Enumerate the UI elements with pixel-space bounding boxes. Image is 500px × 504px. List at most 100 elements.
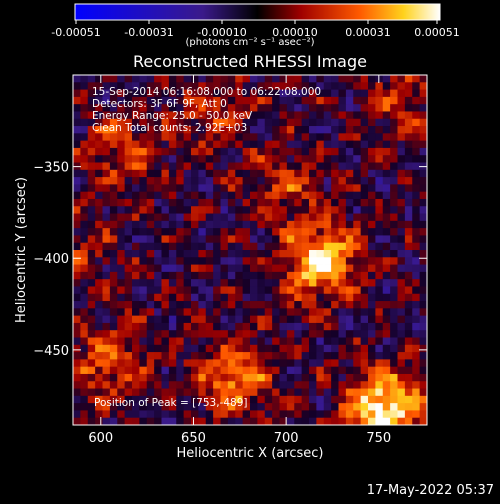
heatmap-cell xyxy=(390,337,398,346)
heatmap-cell xyxy=(264,96,273,105)
heatmap-cell xyxy=(264,337,273,346)
heatmap-cell xyxy=(191,322,199,331)
heatmap-cell xyxy=(264,264,273,273)
heatmap-cell xyxy=(309,395,317,404)
heatmap-cell xyxy=(73,344,81,353)
heatmap-cell xyxy=(198,337,207,346)
heatmap-cell xyxy=(168,82,177,90)
heatmap-cell xyxy=(272,198,280,207)
heatmap-cell xyxy=(205,242,214,251)
heatmap-cell xyxy=(412,220,421,229)
heatmap-cell xyxy=(176,104,185,112)
heatmap-cell xyxy=(279,89,288,98)
heatmap-cell xyxy=(412,206,421,214)
heatmap-cell xyxy=(375,118,384,127)
heatmap-cell xyxy=(419,213,428,222)
heatmap-cell xyxy=(213,213,221,222)
heatmap-cell xyxy=(323,89,332,98)
heatmap-cell xyxy=(176,75,185,83)
heatmap-cell xyxy=(279,279,288,287)
heatmap-cell xyxy=(345,111,354,120)
heatmap-cell xyxy=(404,271,413,280)
heatmap-cell xyxy=(382,191,391,200)
heatmap-cell xyxy=(146,147,155,156)
heatmap-cell xyxy=(257,111,266,120)
heatmap-cell xyxy=(257,235,266,244)
heatmap-cell xyxy=(73,322,81,331)
heatmap-cell xyxy=(345,133,354,142)
heatmap-cell xyxy=(360,381,369,389)
heatmap-cell xyxy=(279,395,288,404)
heatmap-cell xyxy=(220,286,229,295)
heatmap-cell xyxy=(353,126,362,134)
heatmap-cell xyxy=(95,264,103,273)
heatmap-cell xyxy=(309,337,317,346)
heatmap-cell xyxy=(294,330,303,338)
heatmap-cell xyxy=(294,250,303,258)
heatmap-cell xyxy=(205,359,214,368)
heatmap-cell xyxy=(176,352,185,360)
heatmap-cell xyxy=(404,82,413,90)
heatmap-cell xyxy=(161,213,170,222)
heatmap-cell xyxy=(161,104,170,112)
heatmap-cell xyxy=(242,96,251,105)
heatmap-cell xyxy=(419,206,428,214)
heatmap-cell xyxy=(257,75,266,83)
heatmap-cell xyxy=(250,75,258,83)
heatmap-cell xyxy=(345,162,354,171)
heatmap-cell xyxy=(279,184,288,193)
heatmap-cell xyxy=(191,191,199,200)
heatmap-cell xyxy=(294,96,303,105)
heatmap-cell xyxy=(161,191,170,200)
heatmap-cell xyxy=(345,104,354,112)
heatmap-cell xyxy=(338,177,347,185)
heatmap-cell xyxy=(250,301,258,309)
heatmap-cell xyxy=(309,89,317,98)
heatmap-cell xyxy=(139,147,148,156)
heatmap-cell xyxy=(109,184,118,193)
heatmap-cell xyxy=(87,235,96,244)
heatmap-cell xyxy=(95,206,103,214)
heatmap-cell xyxy=(309,191,317,200)
heatmap-cell xyxy=(73,235,81,244)
heatmap-cell xyxy=(95,220,103,229)
heatmap-cell xyxy=(301,322,310,331)
heatmap-cell xyxy=(220,213,229,222)
heatmap-cell xyxy=(419,359,428,368)
heatmap-cell xyxy=(95,162,103,171)
heatmap-cell xyxy=(323,250,332,258)
heatmap-cell xyxy=(323,373,332,382)
heatmap-cell xyxy=(117,330,126,338)
heatmap-cell xyxy=(301,250,310,258)
heatmap-cell xyxy=(264,286,273,295)
heatmap-cell xyxy=(257,126,266,134)
heatmap-cell xyxy=(146,75,155,83)
heatmap-cell xyxy=(382,104,391,112)
heatmap-cell xyxy=(154,242,162,251)
heatmap-cell xyxy=(95,417,103,426)
heatmap-cell xyxy=(353,111,362,120)
heatmap-cell xyxy=(73,279,81,287)
heatmap-cell xyxy=(323,279,332,287)
heatmap-cell xyxy=(176,213,185,222)
heatmap-cell xyxy=(279,75,288,83)
heatmap-cell xyxy=(264,395,273,404)
heatmap-cell xyxy=(419,373,428,382)
heatmap-cell xyxy=(161,82,170,90)
heatmap-cell xyxy=(390,177,398,185)
heatmap-cell xyxy=(191,417,199,426)
heatmap-cell xyxy=(323,344,332,353)
heatmap-cell xyxy=(161,118,170,127)
heatmap-cell xyxy=(397,388,406,397)
heatmap-cell xyxy=(331,395,339,404)
heatmap-cell xyxy=(109,330,118,338)
heatmap-cell xyxy=(146,271,155,280)
heatmap-cell xyxy=(316,293,325,302)
heatmap-cell xyxy=(227,111,236,120)
heatmap-cell xyxy=(139,169,148,178)
heatmap-cell xyxy=(109,133,118,142)
heatmap-cell xyxy=(191,352,199,360)
heatmap-cell xyxy=(117,286,126,295)
heatmap-cell xyxy=(213,250,221,258)
heatmap-cell xyxy=(102,271,111,280)
